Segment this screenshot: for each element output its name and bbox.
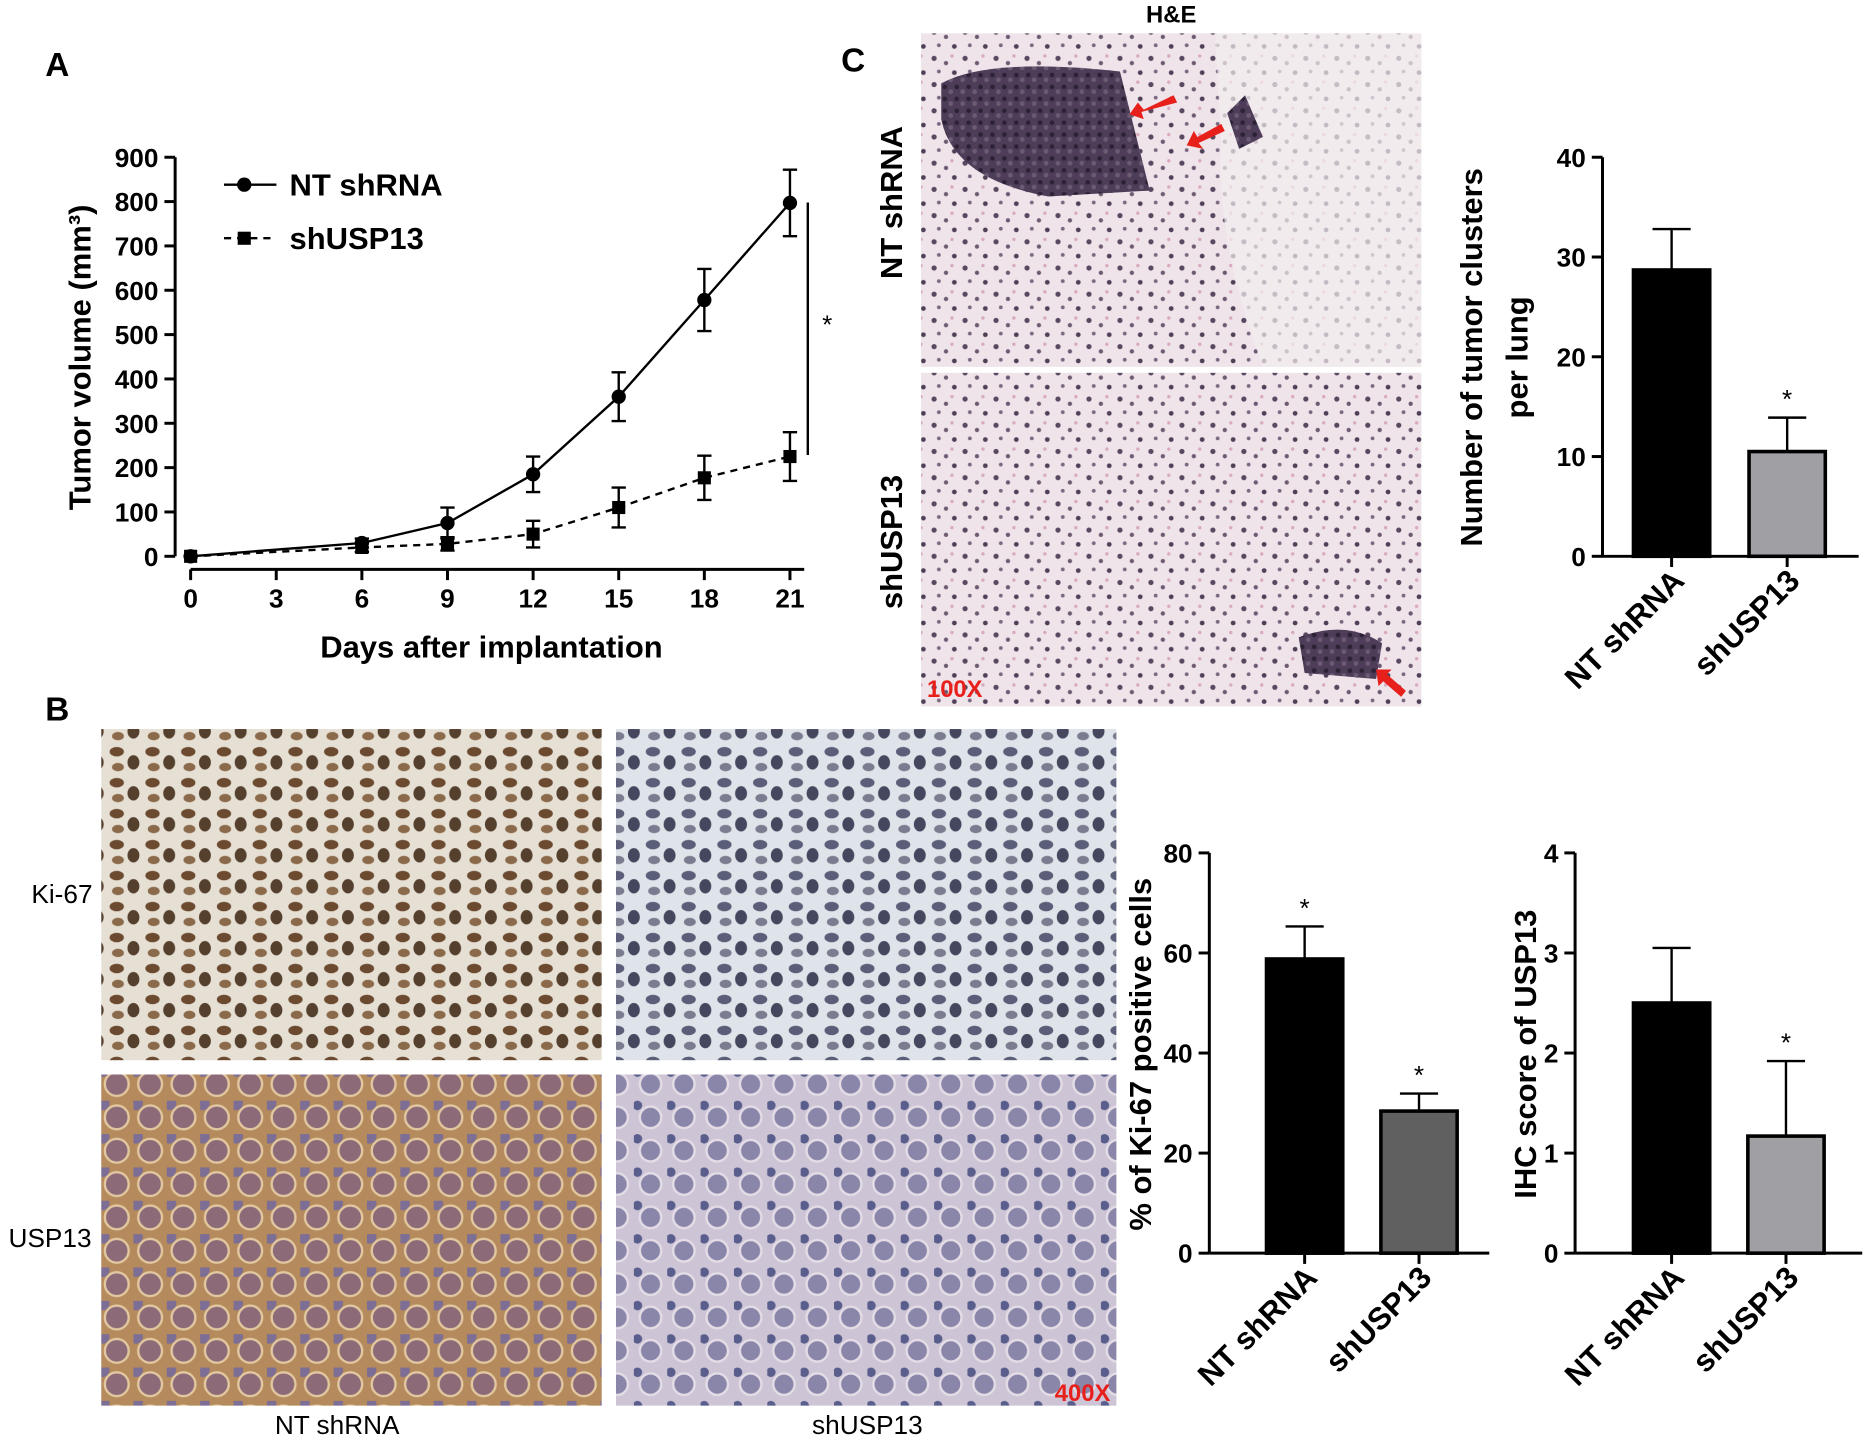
y-tick-label: 80: [1163, 838, 1192, 868]
row-label: NT shRNA: [874, 126, 909, 279]
y-tick-label: 20: [1557, 342, 1586, 372]
panel-label: B: [45, 692, 69, 729]
y-axis-title: % of Ki-67 positive cells: [1123, 878, 1158, 1231]
annotation: *: [822, 310, 832, 340]
significance: *: [1300, 893, 1310, 923]
y-tick-label: 20: [1163, 1139, 1192, 1169]
y-tick-label: 0: [144, 542, 159, 572]
marker: [355, 540, 369, 554]
tumor-region: [941, 66, 1150, 197]
bar: [1746, 1134, 1826, 1255]
significance: *: [1781, 1028, 1791, 1058]
tumor-region: [1298, 629, 1383, 679]
arrow: [1376, 669, 1406, 697]
y-tick-label: 0: [1544, 1239, 1559, 1269]
x-tick-label: 12: [519, 584, 548, 614]
y-tick-label: 500: [115, 320, 159, 350]
tumor-region: [1227, 95, 1263, 149]
column-label: NT shRNA: [275, 1410, 400, 1439]
arrow: [1129, 95, 1178, 120]
y-tick-label: 900: [115, 143, 159, 173]
y-tick-label: 700: [115, 231, 159, 261]
x-axis-title: Days after implantation: [320, 630, 663, 665]
y-axis-title: Tumor volume (mm³): [63, 205, 98, 511]
marker: [612, 500, 626, 515]
y-tick-label: 300: [115, 409, 159, 439]
bar: [1631, 268, 1712, 559]
column-label: shUSP13: [812, 1410, 923, 1439]
marker: [525, 467, 541, 482]
ihc-image: [615, 729, 1117, 1061]
arrow: [1186, 123, 1225, 149]
magnification: 400X: [1055, 1380, 1111, 1407]
y-tick-label: 10: [1557, 442, 1586, 472]
marker: [526, 527, 540, 541]
x-tick-label: 15: [604, 584, 633, 614]
y-tick-label: 400: [115, 364, 159, 394]
row-label: Ki-67: [31, 879, 92, 909]
x-tick-label: shUSP13: [1687, 563, 1807, 683]
series-line: [190, 202, 791, 558]
marker: [611, 389, 626, 404]
bar: [1631, 1001, 1712, 1255]
y-tick-label: 200: [115, 453, 159, 483]
y-tick-label: 40: [1163, 1039, 1192, 1069]
x-tick-label: NT shRNA: [1558, 1260, 1691, 1393]
y-tick-label: 3: [1544, 939, 1559, 969]
x-tick-label: shUSP13: [1686, 1260, 1806, 1380]
y-tick-label: 800: [115, 187, 159, 217]
x-tick-label: 0: [183, 584, 198, 614]
image-title: H&E: [1146, 2, 1196, 29]
ihc-image: [615, 1074, 1117, 1406]
image-region: [1215, 33, 1422, 367]
y-tick-label: 40: [1557, 143, 1586, 173]
legend-marker: [237, 231, 251, 245]
marker: [782, 195, 798, 211]
x-tick-label: shUSP13: [1319, 1260, 1439, 1380]
magnification: 100X: [927, 676, 983, 703]
significance: *: [1782, 384, 1792, 414]
significance: *: [1414, 1060, 1424, 1090]
legend-label: shUSP13: [290, 221, 424, 256]
bar: [1264, 957, 1345, 1255]
marker: [440, 515, 455, 531]
legend-label: NT shRNA: [290, 167, 443, 202]
x-tick-label: 9: [440, 584, 455, 614]
panel-label: A: [45, 47, 69, 84]
x-tick-label: 18: [690, 584, 719, 614]
y-tick-label: 30: [1557, 243, 1586, 273]
marker: [783, 449, 797, 464]
marker: [440, 537, 455, 551]
y-tick-label: 0: [1571, 542, 1586, 572]
marker: [184, 549, 198, 563]
row-label: USP13: [9, 1223, 92, 1253]
marker: [697, 471, 711, 485]
y-axis-title: Number of tumor clusters: [1454, 168, 1489, 547]
y-tick-label: 0: [1178, 1239, 1193, 1269]
x-tick-label: 6: [355, 584, 370, 614]
bar: [1379, 1109, 1459, 1255]
marker: [697, 292, 712, 308]
x-tick-label: NT shRNA: [1558, 563, 1691, 696]
x-tick-label: 21: [775, 584, 804, 614]
ihc-image: [101, 1074, 602, 1406]
y-tick-label: 2: [1544, 1039, 1559, 1069]
x-tick-label: NT shRNA: [1191, 1260, 1324, 1393]
y-tick-label: 1: [1544, 1139, 1559, 1169]
y-tick-label: 600: [115, 276, 159, 306]
x-tick-label: 3: [269, 584, 284, 614]
y-axis-title: IHC score of USP13: [1508, 910, 1543, 1199]
panel-label: C: [841, 42, 865, 79]
y-tick-label: 100: [115, 497, 159, 527]
y-tick-label: 4: [1544, 838, 1559, 868]
row-label: shUSP13: [874, 475, 909, 609]
legend-marker: [237, 177, 252, 192]
y-tick-label: 60: [1163, 939, 1192, 969]
bar: [1747, 449, 1828, 559]
ihc-image: [101, 729, 602, 1061]
y-axis-title: per lung: [1499, 296, 1534, 418]
